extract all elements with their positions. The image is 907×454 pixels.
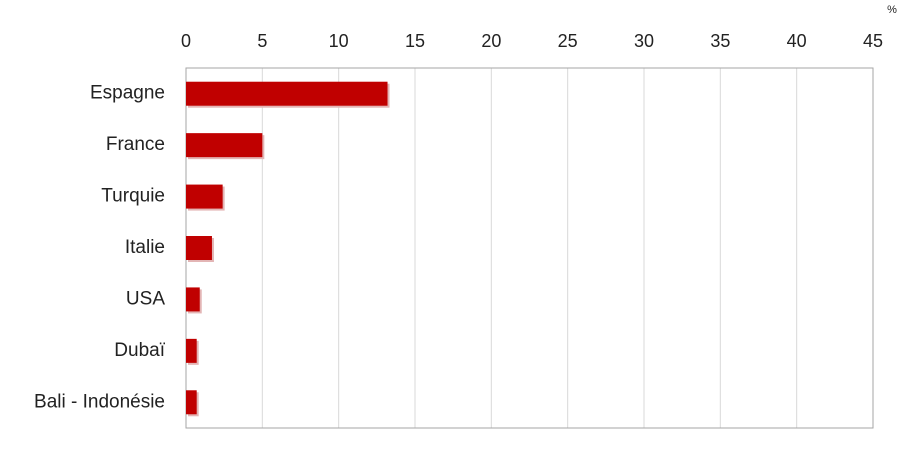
bar xyxy=(186,81,388,106)
bar xyxy=(186,287,200,312)
bar xyxy=(186,338,197,363)
x-tick-label: 40 xyxy=(787,31,807,51)
y-tick-label: Italie xyxy=(125,237,165,258)
x-tick-label: 45 xyxy=(863,31,883,51)
x-tick-label: 0 xyxy=(181,31,191,51)
y-tick-label: USA xyxy=(126,288,165,309)
x-tick-label: 5 xyxy=(257,31,267,51)
y-tick-label: Dubaï xyxy=(114,340,165,361)
x-tick-label: 10 xyxy=(329,31,349,51)
x-tick-label: 25 xyxy=(558,31,578,51)
y-tick-label: France xyxy=(106,134,165,155)
bar xyxy=(186,390,197,415)
bar xyxy=(186,133,263,158)
x-tick-label: 35 xyxy=(710,31,730,51)
y-tick-label: Bali - Indonésie xyxy=(34,391,165,412)
plot-frame xyxy=(185,67,874,429)
x-tick-label: 20 xyxy=(481,31,501,51)
x-tick-label: 15 xyxy=(405,31,425,51)
y-tick-label: Espagne xyxy=(90,83,165,104)
x-tick-label: 30 xyxy=(634,31,654,51)
unit-label: % xyxy=(887,4,897,16)
bar xyxy=(186,236,212,260)
bar xyxy=(186,184,223,209)
y-tick-label: Turquie xyxy=(101,186,165,207)
